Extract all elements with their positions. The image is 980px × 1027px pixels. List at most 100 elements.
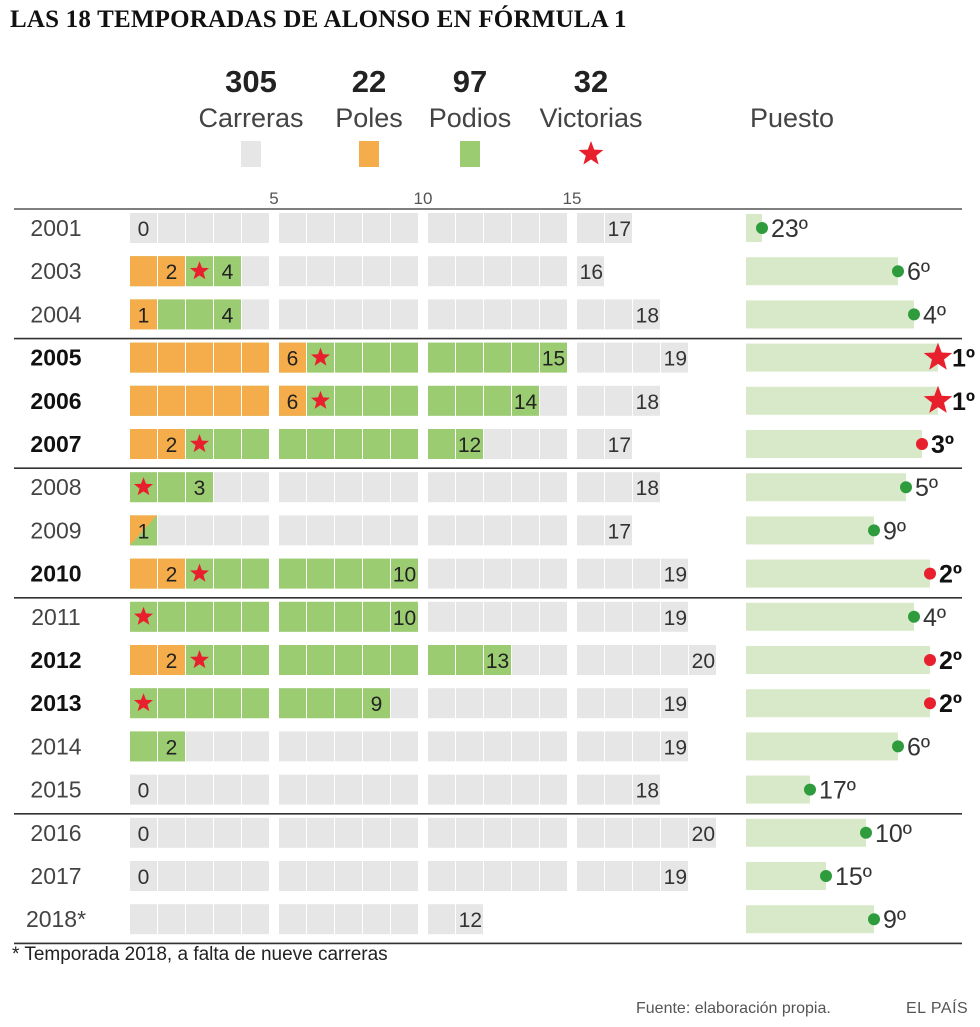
podium-cell [363, 429, 390, 459]
rank-bar [746, 214, 762, 242]
podium-cell [428, 429, 455, 459]
race-cell [512, 515, 539, 546]
season-row: 2005 6 15 19 1º [30, 342, 975, 373]
race-cell [456, 731, 483, 762]
season-row: 2011 10 19 4º [31, 601, 946, 632]
race-cell [428, 817, 455, 848]
race-cell [512, 861, 539, 891]
rank-bar [746, 862, 826, 890]
race-cell [512, 213, 539, 243]
podium-cell [391, 645, 418, 675]
race-cell [577, 645, 604, 675]
rank-dot [868, 524, 880, 537]
race-cell [214, 817, 241, 848]
win-star-icon [190, 650, 209, 669]
race-cell [577, 817, 604, 848]
rank-label: 6º [907, 258, 930, 286]
race-cell [335, 213, 362, 243]
race-cell [577, 299, 604, 330]
race-cell [186, 817, 213, 848]
podium-cell [242, 429, 269, 459]
race-cell [363, 472, 390, 503]
race-count: 20 [692, 650, 715, 673]
race-cell [577, 601, 604, 632]
race-cell [484, 472, 511, 503]
race-cell [391, 861, 418, 891]
race-cell [484, 774, 511, 805]
race-cell [605, 558, 632, 589]
race-cell [428, 299, 455, 330]
race-cell [279, 472, 306, 503]
race-cell [186, 731, 213, 762]
podium-count: 14 [514, 391, 538, 414]
race-cell [279, 256, 306, 287]
rank-bar [746, 257, 898, 286]
race-cell [279, 817, 306, 848]
race-cell [335, 256, 362, 287]
podium-cell [214, 256, 241, 287]
podium-cell [335, 558, 362, 589]
podium-cell [158, 688, 185, 719]
podium-cell [279, 601, 306, 632]
rank-label: 1º [952, 345, 975, 373]
podium-cell [335, 645, 362, 675]
podium-cell [186, 688, 213, 719]
race-cell [456, 861, 483, 891]
race-cell [540, 688, 567, 719]
race-cell [158, 213, 185, 243]
legend-poles-swatch [359, 141, 379, 167]
race-cell [307, 817, 334, 848]
race-cell [661, 645, 688, 675]
rank-dot [756, 222, 768, 234]
race-cell [335, 774, 362, 805]
podium-count: 4 [222, 261, 234, 284]
podium-count: 4 [222, 304, 234, 327]
race-cell [540, 645, 567, 675]
podium-cell [130, 731, 157, 762]
rank-label: 10º [875, 820, 912, 848]
podium-cell [242, 558, 269, 589]
race-cell [363, 256, 390, 287]
rank-label: 4º [923, 604, 946, 632]
race-cell [484, 256, 511, 287]
race-cell [335, 299, 362, 330]
rank-bar [746, 386, 938, 415]
race-cell [428, 601, 455, 632]
rank-label: 3º [931, 431, 954, 459]
podium-count: 2 [166, 736, 178, 759]
race-cell [428, 472, 455, 503]
race-cell [279, 774, 306, 805]
podium-count: 12 [458, 434, 481, 457]
rank-bar [746, 602, 914, 631]
pole-cell [130, 558, 157, 589]
season-year: 2008 [30, 474, 81, 500]
race-cell [335, 472, 362, 503]
race-cell [335, 861, 362, 891]
pole-count: 1 [138, 304, 150, 327]
race-cell [661, 861, 688, 891]
podium-cell [391, 385, 418, 416]
win-star-icon [134, 477, 153, 496]
rank-label: 15º [835, 863, 872, 891]
race-cell [279, 515, 306, 546]
race-cell [577, 385, 604, 416]
race-cell [279, 731, 306, 762]
race-cell [661, 731, 688, 762]
rank-dot [900, 481, 912, 494]
race-cell [186, 904, 213, 935]
race-cell [633, 688, 660, 719]
pole-count: 2 [166, 650, 178, 673]
race-cell [130, 861, 157, 891]
season-row: 2012 2 13 20 2º [30, 645, 962, 675]
race-cell [577, 774, 604, 805]
season-year: 2016 [30, 820, 81, 846]
rank-dot [908, 308, 920, 321]
race-cell [456, 256, 483, 287]
win-star-icon [311, 347, 330, 366]
race-cell [307, 213, 334, 243]
race-cell [130, 774, 157, 805]
source-note: Fuente: elaboración propia. [636, 1000, 831, 1017]
race-cell [633, 472, 660, 503]
race-cell [540, 213, 567, 243]
rank-label: 6º [907, 733, 930, 761]
